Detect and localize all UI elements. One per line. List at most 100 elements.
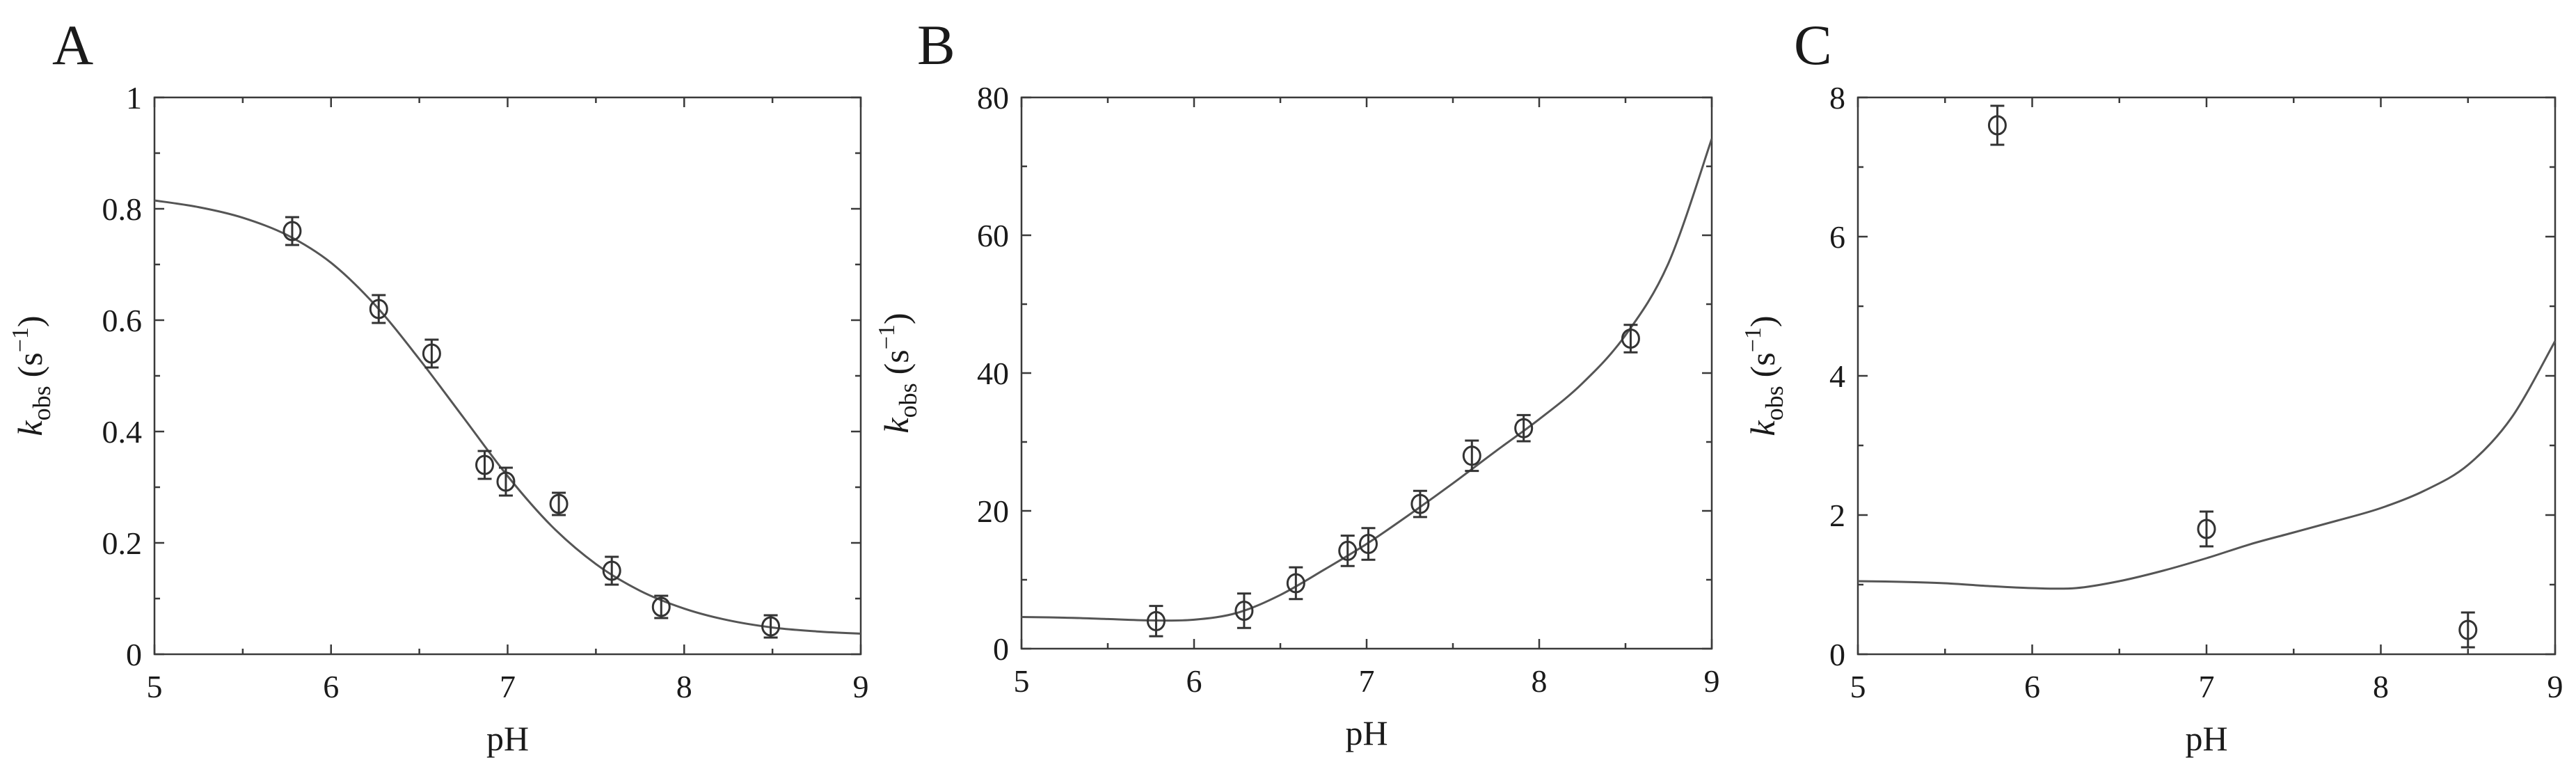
panel-a-x-tick-label: 5 xyxy=(147,669,163,704)
panel-b-y-tick-label: 80 xyxy=(977,80,1009,116)
panel-b-error-bar xyxy=(1149,605,1163,638)
panel-b-fit-curve xyxy=(1021,138,1713,622)
panel-b-data-point xyxy=(1286,573,1305,594)
panel-b-y-tick-label: 60 xyxy=(977,218,1009,253)
panel-c-y-tick-label: 4 xyxy=(1829,358,1845,394)
panel-b-x-axis-label: pH xyxy=(1345,713,1388,752)
panel-c-error-bar xyxy=(2460,611,2475,649)
panel-a-y-axis-label: kobs (s−1) xyxy=(8,315,56,436)
panel-b-x-tick-label: 7 xyxy=(1359,663,1375,699)
panel-a-data-point xyxy=(422,343,441,364)
panel-c-fit-curve xyxy=(1857,340,2557,590)
panel-a-plot-area: 5 6 7 8 9 0 0.2 0.4 0.6 0.8 1 xyxy=(102,80,869,704)
panel-b-error-bar xyxy=(1289,566,1303,601)
panel-a-x-tick-label: 8 xyxy=(676,669,692,704)
panel-b-data-point xyxy=(1514,418,1534,438)
panel-a-error-bar xyxy=(552,491,566,516)
panel-a-data-point xyxy=(369,299,388,319)
panel-a-data-point xyxy=(651,596,671,617)
panel-c-x-tick-label: 8 xyxy=(2373,669,2389,704)
panel-b-ylabel-exponent: −1 xyxy=(874,324,900,349)
panel-b-data-point xyxy=(1410,493,1430,514)
panel-a-error-bar xyxy=(763,614,778,639)
panel-c-x-tick-label: 5 xyxy=(1850,669,1866,704)
panel-c-x-tick-label: 7 xyxy=(2199,669,2215,704)
panel-b-ylabel-subscript: obs xyxy=(894,383,922,418)
panel-b-letter: B xyxy=(917,13,955,77)
panel-a-y-tick-label: 0.2 xyxy=(102,525,143,561)
panel-a-data-point xyxy=(475,454,495,475)
panel-a-ylabel-close: ) xyxy=(10,315,49,327)
panel-a-ylabel-subscript: obs xyxy=(28,386,56,420)
panel-c-data-point xyxy=(1987,115,2007,136)
panel-b-data-point xyxy=(1621,329,1640,349)
panel-a-x-tick-label: 9 xyxy=(853,669,869,704)
panel-c-letter: C xyxy=(1794,13,1832,77)
panel-b-data-point xyxy=(1146,610,1166,631)
panel-c-plot-area: 5 6 7 8 9 0 2 4 6 8 xyxy=(1829,80,2563,704)
panel-b-data-point xyxy=(1338,540,1358,561)
panel-c-ylabel-symbol: k xyxy=(1743,420,1782,436)
panel-c-ylabel-subscript: obs xyxy=(1760,386,1788,420)
panel-b-error-bar xyxy=(1465,439,1479,473)
panel-c-error-bar xyxy=(2200,510,2213,548)
panel-b-ylabel-symbol: k xyxy=(877,418,916,434)
panel-a-data-point xyxy=(761,616,781,637)
panel-c-y-tick-label: 8 xyxy=(1829,80,1845,116)
panel-a: A 5 6 7 8 9 0 0.2 0.4 0.6 0.8 1 pH kobs (s−1) xyxy=(8,13,869,758)
panel-a-fit-curve xyxy=(154,199,861,635)
panel-b-plot-area: 5 6 7 8 9 0 20 40 60 80 xyxy=(977,80,1720,699)
panel-b: B 5 6 7 8 9 0 20 40 60 80 pH kobs (s−1) xyxy=(874,13,1720,752)
panel-b-x-tick-label: 8 xyxy=(1532,663,1548,699)
panel-b-x-tick-label: 9 xyxy=(1704,663,1720,699)
panel-c-error-bar xyxy=(1990,104,2005,146)
panel-a-y-tick-label: 0 xyxy=(126,637,142,672)
panel-b-x-tick-label: 6 xyxy=(1186,663,1202,699)
panel-a-y-tick-label: 1 xyxy=(126,80,142,116)
panel-a-ylabel-symbol: k xyxy=(10,420,49,436)
panel-b-data-point xyxy=(1234,601,1254,622)
panel-c-y-tick-label: 6 xyxy=(1829,219,1845,255)
panel-a-error-bar xyxy=(654,594,669,619)
panel-c: C 5 6 7 8 9 0 2 4 6 8 pH kobs (s−1) xyxy=(1740,13,2563,758)
panel-c-ylabel-close: ) xyxy=(1743,315,1782,327)
panel-a-axes-frame xyxy=(153,96,862,656)
panel-b-y-tick-label: 40 xyxy=(977,356,1009,391)
panel-c-data-point xyxy=(2458,619,2478,640)
panel-a-y-tick-label: 0.8 xyxy=(102,191,143,227)
panel-c-y-tick-label: 2 xyxy=(1829,498,1845,533)
panel-a-data-point xyxy=(602,560,621,581)
panel-b-axes-frame xyxy=(1020,96,1713,650)
panel-b-data-point xyxy=(1462,445,1481,466)
panel-b-ylabel-unit: (s xyxy=(877,349,916,374)
panel-b-error-bar xyxy=(1340,535,1355,567)
panel-c-y-tick-label: 0 xyxy=(1829,637,1845,672)
panel-a-data-point xyxy=(283,221,302,242)
panel-c-axes-frame xyxy=(1857,96,2557,656)
panel-c-y-axis-label: kobs (s−1) xyxy=(1740,315,1788,436)
panel-a-letter: A xyxy=(52,13,93,77)
panel-b-data-point xyxy=(1358,534,1378,555)
panel-a-data-point xyxy=(496,471,516,492)
panel-c-data-point xyxy=(2197,519,2216,539)
panel-a-y-tick-label: 0.6 xyxy=(102,303,143,338)
panel-a-x-tick-label: 7 xyxy=(500,669,516,704)
panel-b-y-tick-label: 0 xyxy=(993,631,1009,667)
panel-b-x-tick-label: 5 xyxy=(1014,663,1030,699)
panel-b-ylabel-close: ) xyxy=(877,313,916,324)
panel-a-x-axis-label: pH xyxy=(486,719,529,758)
panel-b-error-bar xyxy=(1237,592,1251,629)
panel-c-x-tick-label: 9 xyxy=(2547,669,2563,704)
panel-b-y-axis-label: kobs (s−1) xyxy=(874,313,922,433)
panel-a-ylabel-exponent: −1 xyxy=(8,327,33,352)
panel-c-x-axis-label: pH xyxy=(2185,719,2227,758)
panel-b-y-tick-label: 20 xyxy=(977,493,1009,529)
panel-b-error-bar xyxy=(1361,527,1376,561)
panel-c-x-tick-label: 6 xyxy=(2024,669,2040,704)
panel-a-x-tick-label: 6 xyxy=(323,669,339,704)
panel-a-data-point xyxy=(549,493,569,514)
panel-c-ylabel-unit: (s xyxy=(1743,352,1782,377)
panel-a-y-tick-label: 0.4 xyxy=(102,414,143,450)
panel-c-ylabel-exponent: −1 xyxy=(1740,327,1766,352)
